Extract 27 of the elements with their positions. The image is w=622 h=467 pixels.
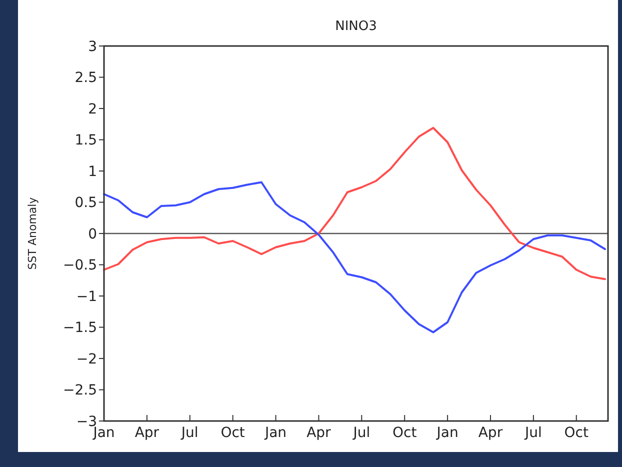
chart-title: NINO3 bbox=[335, 19, 377, 34]
y-tick-label: 2 bbox=[88, 101, 97, 118]
x-tick-label: Apr bbox=[478, 425, 503, 441]
line-series bbox=[103, 126, 606, 280]
x-tick-label: Jan bbox=[264, 425, 287, 441]
y-tick-label: 0.5 bbox=[74, 195, 97, 212]
x-tick-label: Oct bbox=[564, 425, 589, 441]
y-tick-label: −2 bbox=[76, 351, 97, 368]
x-tick-label: Apr bbox=[306, 425, 332, 441]
x-tick-label: Jul bbox=[352, 425, 370, 441]
y-tick-label: 2.5 bbox=[74, 70, 97, 86]
x-tick-label: Jan bbox=[436, 425, 458, 441]
y-tick-label: −1 bbox=[76, 288, 97, 305]
x-tick-label: Oct bbox=[392, 425, 418, 441]
y-tick-label: −1.5 bbox=[63, 320, 97, 336]
y-tick-label: 3 bbox=[88, 38, 97, 55]
y-tick-label: −2.5 bbox=[63, 382, 97, 399]
y-axis-title: SST Anomaly bbox=[26, 196, 39, 270]
x-tick-label: Jul bbox=[524, 425, 542, 441]
x-tick-label: Oct bbox=[220, 425, 246, 441]
y-tick-label: 0 bbox=[88, 226, 97, 242]
x-tick-label: Jul bbox=[180, 425, 198, 441]
y-tick-label: 1 bbox=[88, 164, 97, 180]
y-tick-label: −0.5 bbox=[63, 258, 97, 274]
y-tick-label: 1.5 bbox=[74, 132, 97, 149]
line-series bbox=[103, 181, 606, 334]
x-tick-label: Apr bbox=[134, 425, 160, 441]
